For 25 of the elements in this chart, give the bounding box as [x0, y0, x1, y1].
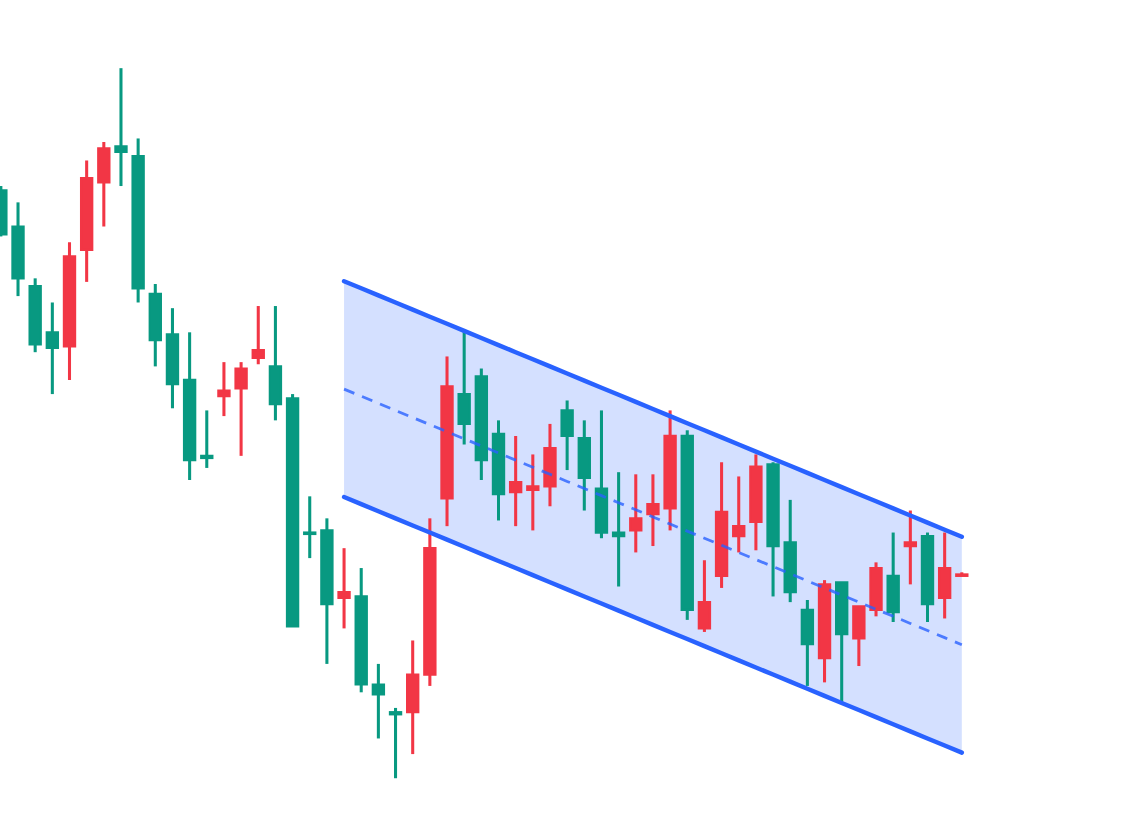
candlestick [611, 470, 626, 589]
candlestick [903, 509, 918, 586]
candlestick [886, 531, 900, 624]
candlestick [371, 662, 386, 740]
candlestick [406, 638, 420, 756]
candlestick [251, 304, 265, 366]
candlestick [594, 408, 609, 540]
candlestick [508, 434, 523, 528]
candlestick [800, 598, 815, 688]
candlestick [114, 66, 128, 188]
candlestick [200, 408, 214, 470]
candlestick [337, 546, 351, 630]
candlestick [577, 418, 591, 513]
candlestick [45, 300, 60, 396]
candlestick [937, 531, 952, 620]
candlestick [303, 494, 317, 560]
candlestick [629, 472, 643, 554]
candlestick [388, 706, 403, 780]
candlestick [97, 140, 111, 229]
candlestick [268, 304, 283, 422]
candlestick [697, 558, 712, 634]
candlestick [457, 328, 471, 447]
candlestick [560, 398, 574, 472]
candlestick [732, 474, 746, 554]
candlestick [148, 282, 162, 368]
